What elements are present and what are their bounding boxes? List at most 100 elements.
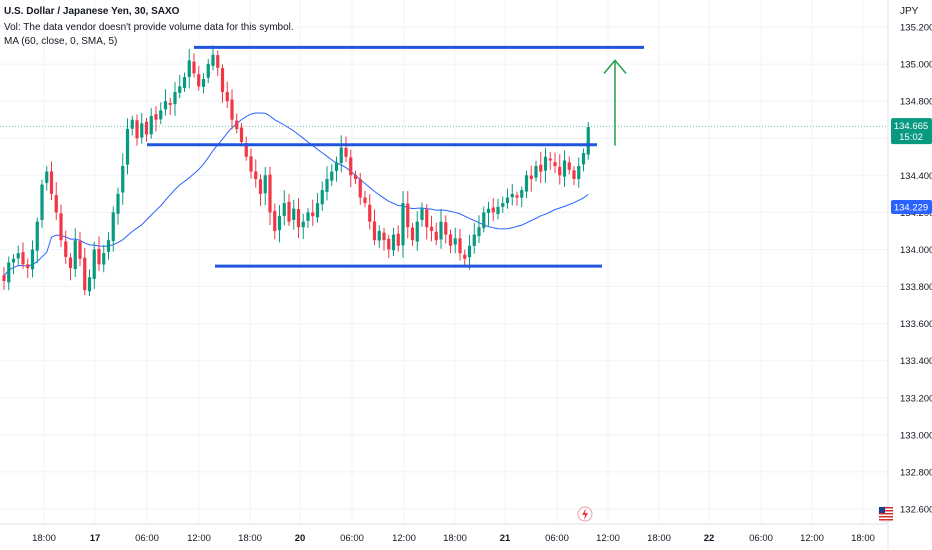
candle-body — [235, 120, 239, 129]
candle — [216, 50, 220, 76]
x-tick-label: 22 — [704, 533, 715, 544]
candle — [529, 165, 533, 192]
candle — [144, 117, 149, 142]
candle — [372, 209, 377, 245]
candle — [311, 199, 315, 226]
x-tick-label: 06:00 — [749, 533, 773, 544]
candle — [130, 115, 134, 136]
x-tick-label: 18:00 — [851, 533, 875, 544]
candle-body — [7, 262, 11, 283]
us-flag-icon[interactable] — [877, 505, 895, 523]
candle — [477, 215, 481, 244]
candle-body — [173, 91, 177, 105]
candle — [572, 166, 576, 186]
candle-body — [562, 160, 567, 177]
candle-body — [520, 190, 524, 198]
candle-body — [396, 233, 400, 246]
candle-body — [453, 238, 457, 245]
candle — [54, 182, 58, 221]
currency-label: JPY — [900, 6, 919, 17]
y-tick-label: 133.600 — [900, 319, 932, 330]
candle-body — [192, 61, 196, 74]
candle — [26, 258, 30, 278]
y-tick-label: 132.800 — [900, 467, 932, 478]
candle-body — [263, 175, 267, 194]
flag-stripe — [879, 513, 893, 515]
candle-body — [64, 241, 68, 257]
candle-body — [149, 115, 153, 135]
candle — [358, 173, 362, 205]
candle-body — [244, 143, 248, 157]
candle-body — [163, 101, 168, 110]
candle — [154, 106, 158, 132]
candle-body — [496, 206, 500, 215]
x-tick-label: 18:00 — [647, 533, 671, 544]
candle-body — [524, 175, 529, 192]
candle-body — [353, 175, 358, 180]
candle-body — [572, 170, 576, 180]
x-tick-label: 17 — [90, 533, 101, 544]
candle — [287, 194, 291, 227]
candle — [510, 184, 514, 206]
candle-body — [505, 197, 510, 204]
candle-body — [339, 147, 343, 164]
candle — [391, 227, 396, 257]
volume-note: Vol: The data vendor doesn't provide vol… — [4, 22, 294, 33]
candle — [7, 256, 11, 291]
candle-body — [558, 166, 562, 176]
flag-stripe — [879, 516, 893, 518]
candle — [339, 135, 343, 173]
candle-body — [144, 121, 149, 135]
candle-body — [334, 162, 339, 172]
x-tick-label: 12:00 — [187, 533, 211, 544]
lightning-icon[interactable] — [577, 506, 593, 522]
candle — [334, 156, 339, 182]
flag-canton — [879, 507, 885, 513]
moving-average-line — [3, 112, 589, 277]
candle-body — [296, 209, 301, 228]
candle — [467, 235, 472, 270]
candle-body — [16, 253, 20, 259]
candle — [577, 157, 581, 188]
candle-body — [553, 162, 557, 167]
candle — [244, 136, 248, 161]
candle-body — [11, 258, 16, 263]
x-tick-label: 06:00 — [545, 533, 569, 544]
candle-body — [439, 221, 443, 240]
candle — [168, 97, 172, 116]
candle-body — [35, 221, 39, 251]
candle-body — [368, 204, 372, 222]
candle — [567, 156, 571, 175]
candle — [501, 196, 505, 213]
candle-body — [482, 212, 486, 229]
candle — [121, 153, 125, 205]
ma-indicator-label[interactable]: MA (60, close, 0, SMA, 5) — [4, 36, 118, 47]
chart-grid — [0, 0, 889, 550]
candle-body — [216, 55, 220, 68]
candle-body — [543, 156, 548, 171]
candle-body — [330, 171, 334, 181]
candle — [273, 203, 277, 240]
chart-title[interactable]: U.S. Dollar / Japanese Yen, 30, SAXO — [4, 6, 180, 17]
candle — [534, 160, 538, 182]
candle-body — [429, 226, 434, 231]
candle-body — [463, 254, 467, 259]
candle — [182, 72, 187, 92]
candle-body — [201, 78, 206, 87]
candle — [140, 112, 144, 144]
candle-body — [87, 277, 92, 292]
candle — [2, 267, 6, 290]
lightning-icon-glyph — [582, 508, 588, 520]
candle-body — [59, 213, 63, 241]
candle — [548, 151, 552, 170]
candle — [434, 222, 438, 246]
candle-body — [282, 203, 286, 216]
candle — [201, 73, 206, 94]
candle-body — [182, 77, 187, 89]
candle — [325, 166, 329, 201]
candle — [292, 199, 296, 230]
candle — [482, 206, 486, 233]
candle-body — [287, 201, 291, 222]
candle — [225, 81, 229, 108]
